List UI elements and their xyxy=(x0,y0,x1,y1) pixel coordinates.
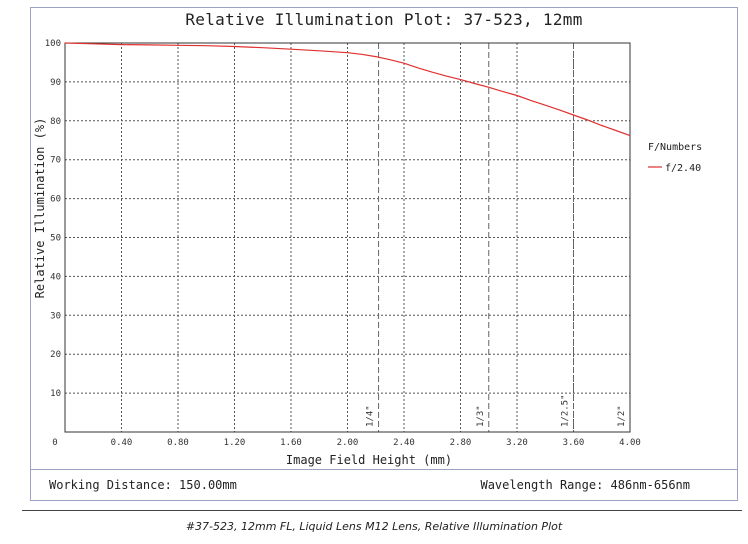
x-tick-label: 3.60 xyxy=(563,438,585,448)
chart-title: Relative Illumination Plot: 37-523, 12mm xyxy=(185,10,583,29)
x-tick-label: 2.40 xyxy=(393,438,415,448)
legend-entry: f/2.40 xyxy=(665,163,701,174)
legend-title: F/Numbers xyxy=(648,142,702,153)
y-tick-label: 70 xyxy=(50,156,61,166)
grid xyxy=(65,43,630,432)
tick-labels: 0 0.40 0.80 1.20 1.60 2.00 2.40 2.80 3.20 3.60 4.0… xyxy=(45,39,641,448)
plot-frame xyxy=(30,7,738,501)
y-tick-label: 60 xyxy=(50,195,61,205)
legend: F/Numbers f/2.40 xyxy=(648,142,702,174)
sensor-label: 1/3" xyxy=(476,405,486,427)
y-tick-label: 80 xyxy=(50,117,61,127)
series-line xyxy=(64,42,631,137)
x-tick-label: 1.60 xyxy=(280,438,302,448)
y-tick-label: 90 xyxy=(50,78,61,88)
x-tick-label: 2.00 xyxy=(337,438,359,448)
x-tick-label: 4.00 xyxy=(619,438,641,448)
y-tick-label: 100 xyxy=(45,39,61,49)
x-tick-label: 1.20 xyxy=(224,438,246,448)
y-tick-label: 20 xyxy=(50,350,61,360)
x-axis-label: Image Field Height (mm) xyxy=(286,453,452,467)
y-tick-label: 30 xyxy=(50,311,61,321)
y-tick-label: 10 xyxy=(50,389,61,399)
footer-separator xyxy=(30,469,738,470)
series-lines xyxy=(64,42,631,137)
x-tick-label: 0.40 xyxy=(111,438,133,448)
y-tick-label: 50 xyxy=(50,234,61,244)
x-tick-label: 2.80 xyxy=(450,438,472,448)
wavelength-range: Wavelength Range: 486nm-656nm xyxy=(480,478,690,492)
x-tick-label: 3.20 xyxy=(506,438,528,448)
x-tick-label: 0.80 xyxy=(167,438,189,448)
caption-rule xyxy=(22,510,742,511)
plot-area-border xyxy=(64,42,631,433)
sensor-label: 1/2" xyxy=(617,405,627,427)
sensor-label: 1/2.5" xyxy=(561,394,571,427)
y-tick-label: 40 xyxy=(50,272,61,282)
sensor-label: 1/4" xyxy=(366,405,376,427)
working-distance: Working Distance: 150.00mm xyxy=(49,478,237,492)
figure-caption: #37-523, 12mm FL, Liquid Lens M12 Lens, … xyxy=(185,520,563,533)
y-axis-label: Relative Illumination (%) xyxy=(33,118,47,299)
x-tick-label: 0 xyxy=(52,438,57,448)
